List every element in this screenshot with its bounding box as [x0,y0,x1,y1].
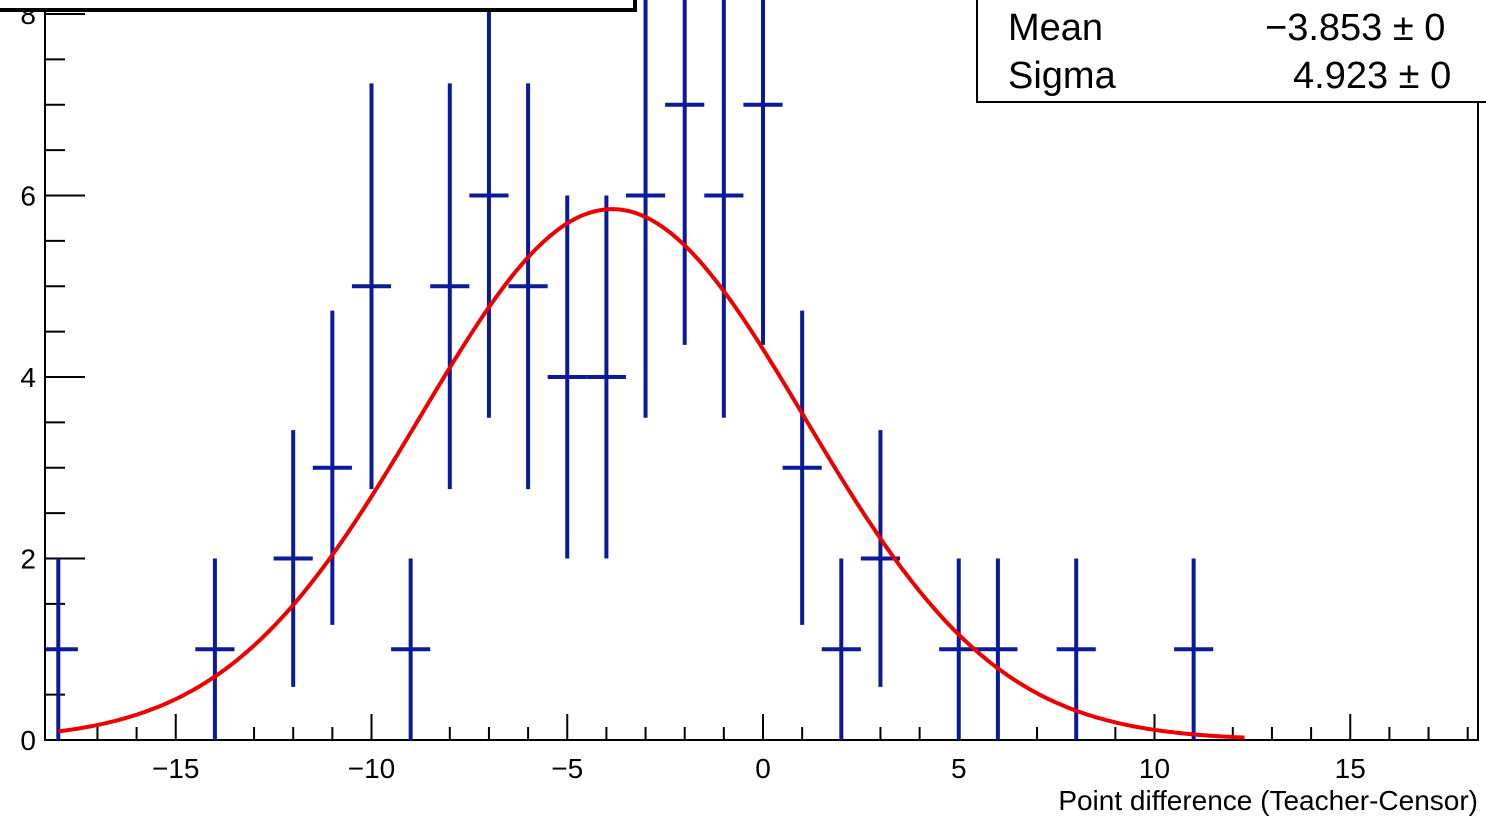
data-point [547,195,587,559]
y-tick-label: 2 [20,544,36,575]
data-point [1174,558,1214,740]
y-tick-label: 4 [20,362,36,393]
stats-mean-label: Mean [1008,7,1103,49]
title-box [0,0,637,12]
x-tick-label: 5 [951,753,967,784]
data-point [704,0,744,418]
x-tick-label: −10 [348,753,396,784]
y-tick-label: 0 [20,725,36,756]
x-axis-tick-labels: −15 −10 −5 0 5 10 15 [152,753,1366,784]
data-point [586,195,626,559]
x-tick-label: −5 [551,753,583,784]
data-point [46,558,78,740]
data-point [978,558,1018,740]
data-point [625,0,666,418]
x-tick-label: 0 [755,753,771,784]
data-point [430,83,470,490]
x-tick-label: 10 [1139,753,1170,784]
data-point [312,310,352,625]
y-tick-label: 6 [20,181,36,212]
data-point [782,310,822,625]
x-tick-label: −15 [152,753,200,784]
stats-box-frame [976,0,1486,103]
data-point [391,558,431,740]
data-point [351,83,392,490]
data-point [195,558,235,740]
stats-sigma-value: 4.923 ± 0 [1293,55,1451,97]
stats-box: Mean −3.853 ± 0 Sigma 4.923 ± 0 [976,0,1486,103]
data-point [469,0,509,418]
data-point [665,0,705,345]
gaussian-fit-curve [58,207,1245,740]
x-tick-label: 15 [1335,753,1366,784]
stats-sigma-label: Sigma [1008,55,1117,97]
stats-mean-value: −3.853 ± 0 [1265,7,1445,49]
data-point [508,83,548,490]
plot-frame [44,0,1479,741]
data-point [273,430,313,687]
x-axis-title: Point difference (Teacher-Censor) [1058,785,1478,816]
data-point [743,0,783,345]
data-point [821,558,861,740]
